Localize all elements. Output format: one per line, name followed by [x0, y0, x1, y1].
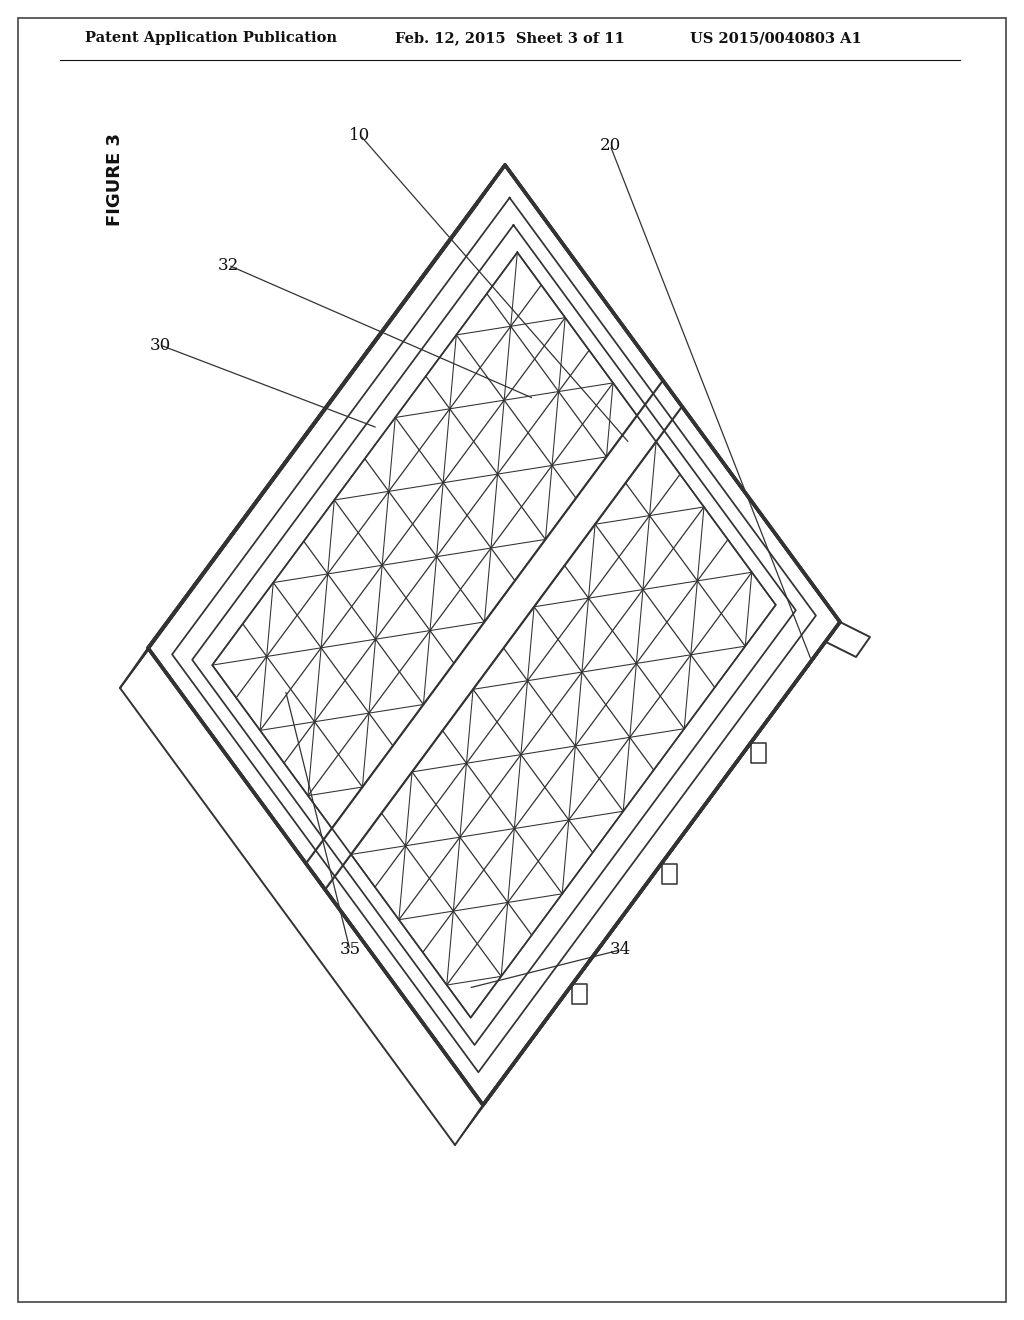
- Text: Feb. 12, 2015  Sheet 3 of 11: Feb. 12, 2015 Sheet 3 of 11: [395, 30, 625, 45]
- Text: US 2015/0040803 A1: US 2015/0040803 A1: [690, 30, 862, 45]
- Text: 10: 10: [349, 127, 371, 144]
- Text: 35: 35: [339, 941, 360, 958]
- Text: 34: 34: [609, 941, 631, 958]
- Text: FIGURE 3: FIGURE 3: [106, 133, 124, 227]
- Text: 32: 32: [217, 256, 239, 273]
- Text: 20: 20: [599, 136, 621, 153]
- Text: Patent Application Publication: Patent Application Publication: [85, 30, 337, 45]
- Text: 30: 30: [150, 337, 171, 354]
